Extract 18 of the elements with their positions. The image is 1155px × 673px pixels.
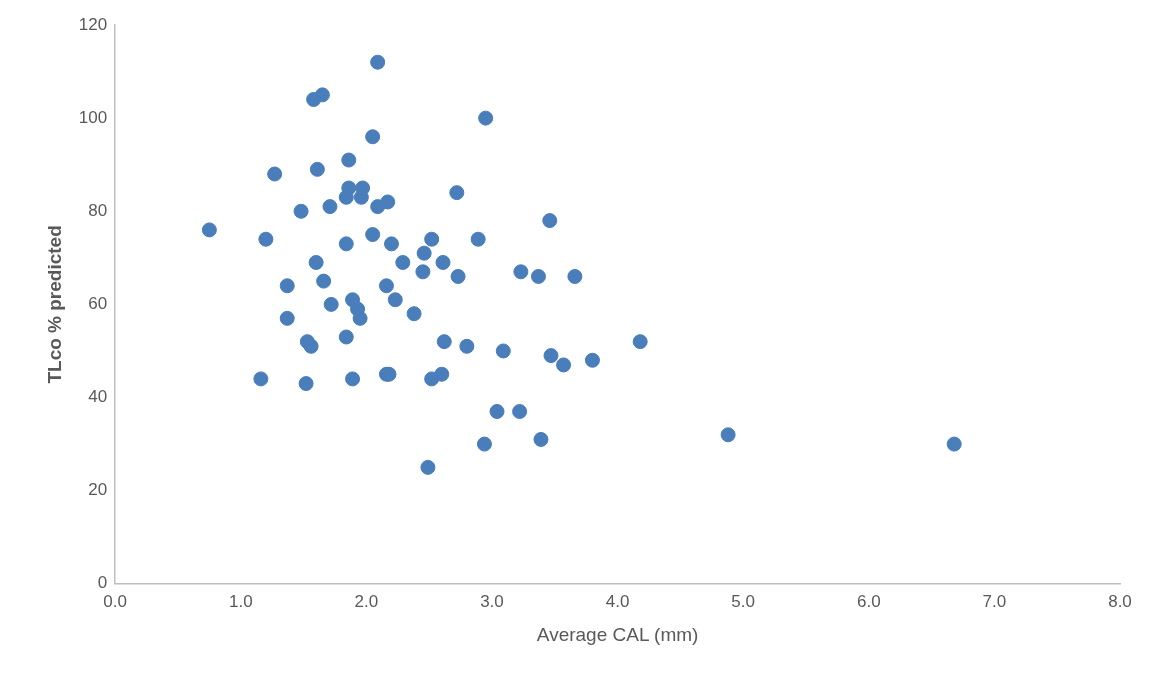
y-tick-label: 80 xyxy=(88,200,108,220)
x-tick-label: 1.0 xyxy=(228,591,253,611)
x-tick-label: 8.0 xyxy=(1108,591,1132,611)
y-tick-label: 0 xyxy=(97,573,108,593)
y-tick-label: 60 xyxy=(88,294,108,314)
x-axis-title: Average CAL (mm) xyxy=(536,623,699,645)
y-tick-label: 20 xyxy=(88,480,108,500)
x-tick-label: 2.0 xyxy=(354,591,379,611)
x-tick-label: 4.0 xyxy=(605,591,630,611)
y-tick-label: 120 xyxy=(78,14,108,34)
y-tick-label: 40 xyxy=(88,387,108,407)
y-tick-label: 100 xyxy=(78,107,108,127)
x-tick-label: 3.0 xyxy=(480,591,504,611)
y-axis-title: TLco % predicted xyxy=(43,225,65,384)
x-tick-label: 6.0 xyxy=(856,591,881,611)
x-tick-label: 7.0 xyxy=(982,591,1007,611)
x-tick-label: 0.0 xyxy=(103,591,127,611)
x-tick-label: 5.0 xyxy=(731,591,756,611)
